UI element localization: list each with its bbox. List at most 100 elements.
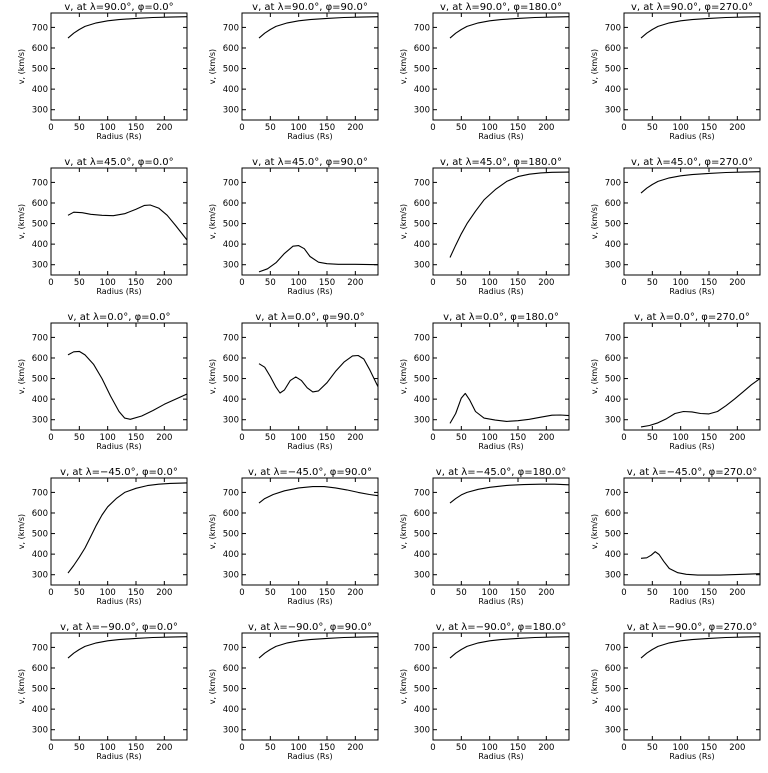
y-tick-label: 300 <box>32 726 48 736</box>
x-axis-label: Radius (Rs) <box>669 287 714 296</box>
y-axis-label: v, (km/s) <box>17 669 26 704</box>
x-tick-label: 200 <box>347 123 363 133</box>
chart-title: v, at λ=45.0°, φ=180.0° <box>440 157 562 168</box>
x-tick-label: 50 <box>74 278 85 288</box>
x-tick-label: 50 <box>647 433 658 443</box>
x-axis-label: Radius (Rs) <box>669 132 714 141</box>
y-tick-label: 300 <box>223 726 239 736</box>
x-tick-label: 100 <box>291 588 307 598</box>
y-axis-label: v, (km/s) <box>208 669 217 704</box>
chart-panel: v, at λ=−45.0°, φ=270.0° 0 50 100 150 200 300 4… <box>590 467 761 606</box>
y-tick-label: 300 <box>223 571 239 581</box>
y-tick-label: 400 <box>223 550 239 560</box>
x-tick-label: 150 <box>319 433 335 443</box>
x-tick-label: 100 <box>291 433 307 443</box>
y-tick-label: 600 <box>605 664 621 674</box>
x-tick-label: 100 <box>673 278 689 288</box>
y-axis-label: v, (km/s) <box>399 49 408 84</box>
series-line <box>449 171 570 258</box>
plot-frame <box>623 322 761 431</box>
y-tick-label: 300 <box>32 416 48 426</box>
y-tick-label: 500 <box>32 220 48 230</box>
series-line <box>449 636 570 659</box>
chart-panel: v, at λ=−90.0°, φ=270.0° 0 50 100 150 200 300 4… <box>590 622 761 761</box>
chart-panel: v, at λ=−90.0°, φ=90.0° 0 50 100 150 200 300 40… <box>208 622 379 761</box>
y-tick-label: 300 <box>414 726 430 736</box>
y-tick-label: 600 <box>605 354 621 364</box>
y-tick-label: 500 <box>414 65 430 75</box>
y-axis-label: v, (km/s) <box>590 514 599 549</box>
x-tick-label: 50 <box>456 433 467 443</box>
x-axis-label: Radius (Rs) <box>478 132 523 141</box>
y-tick-label: 400 <box>414 705 430 715</box>
y-tick-label: 600 <box>414 354 430 364</box>
chart-title: v, at λ=−45.0°, φ=180.0° <box>436 467 566 478</box>
x-axis-label: Radius (Rs) <box>96 287 141 296</box>
plot-frame <box>432 12 570 121</box>
y-tick-label: 700 <box>605 643 621 653</box>
chart-panel: v, at λ=−90.0°, φ=180.0° 0 50 100 150 200 300 4… <box>399 622 570 761</box>
plot-frame <box>623 167 761 276</box>
plot-frame <box>432 167 570 276</box>
x-tick-label: 150 <box>701 743 717 753</box>
y-axis-label: v, (km/s) <box>590 359 599 394</box>
y-tick-label: 700 <box>32 23 48 33</box>
series-line <box>67 16 188 39</box>
y-tick-label: 600 <box>414 509 430 519</box>
x-tick-label: 0 <box>430 278 435 288</box>
series-line <box>258 16 379 39</box>
x-tick-label: 200 <box>729 588 745 598</box>
x-axis-label: Radius (Rs) <box>287 132 332 141</box>
x-tick-label: 0 <box>239 278 244 288</box>
x-tick-label: 100 <box>100 433 116 443</box>
y-tick-label: 600 <box>605 509 621 519</box>
y-tick-label: 300 <box>32 106 48 116</box>
x-tick-label: 50 <box>647 743 658 753</box>
x-tick-label: 50 <box>456 278 467 288</box>
y-tick-label: 700 <box>414 333 430 343</box>
y-tick-label: 300 <box>605 726 621 736</box>
y-tick-label: 300 <box>223 416 239 426</box>
chart-title: v, at λ=0.0°, φ=270.0° <box>634 312 750 323</box>
x-tick-label: 150 <box>128 123 144 133</box>
series-line <box>258 486 379 504</box>
x-tick-label: 150 <box>128 433 144 443</box>
x-tick-label: 0 <box>239 123 244 133</box>
x-tick-label: 100 <box>100 743 116 753</box>
y-tick-label: 500 <box>32 65 48 75</box>
y-tick-label: 300 <box>605 416 621 426</box>
chart-panel: v, at λ=0.0°, φ=0.0° 0 50 100 150 200 300 400 50… <box>17 312 188 451</box>
x-tick-label: 0 <box>430 743 435 753</box>
y-tick-label: 400 <box>414 395 430 405</box>
x-tick-label: 50 <box>456 123 467 133</box>
plot-frame <box>50 477 188 586</box>
chart-panel: v, at λ=−45.0°, φ=90.0° 0 50 100 150 200 300 40… <box>208 467 379 606</box>
x-tick-label: 50 <box>74 588 85 598</box>
y-tick-label: 600 <box>223 509 239 519</box>
chart-title: v, at λ=−90.0°, φ=0.0° <box>60 622 178 633</box>
x-tick-label: 200 <box>538 123 554 133</box>
x-tick-label: 150 <box>701 433 717 443</box>
plot-frame <box>432 322 570 431</box>
x-tick-label: 100 <box>673 433 689 443</box>
y-tick-label: 600 <box>32 44 48 54</box>
series-line <box>640 378 761 428</box>
x-tick-label: 150 <box>510 433 526 443</box>
y-tick-label: 500 <box>223 65 239 75</box>
chart-panel: v, at λ=90.0°, φ=270.0° 0 50 100 150 200 300 40… <box>590 2 761 141</box>
x-tick-label: 200 <box>538 743 554 753</box>
x-tick-label: 100 <box>673 743 689 753</box>
x-tick-label: 200 <box>729 743 745 753</box>
x-tick-label: 100 <box>100 588 116 598</box>
chart-title: v, at λ=90.0°, φ=180.0° <box>440 2 562 13</box>
x-axis-label: Radius (Rs) <box>669 597 714 606</box>
x-tick-label: 50 <box>265 123 276 133</box>
y-tick-label: 500 <box>414 375 430 385</box>
series-line <box>449 483 570 504</box>
y-tick-label: 700 <box>32 333 48 343</box>
x-tick-label: 150 <box>510 743 526 753</box>
x-tick-label: 100 <box>291 743 307 753</box>
plot-frame <box>50 12 188 121</box>
x-tick-label: 200 <box>347 743 363 753</box>
